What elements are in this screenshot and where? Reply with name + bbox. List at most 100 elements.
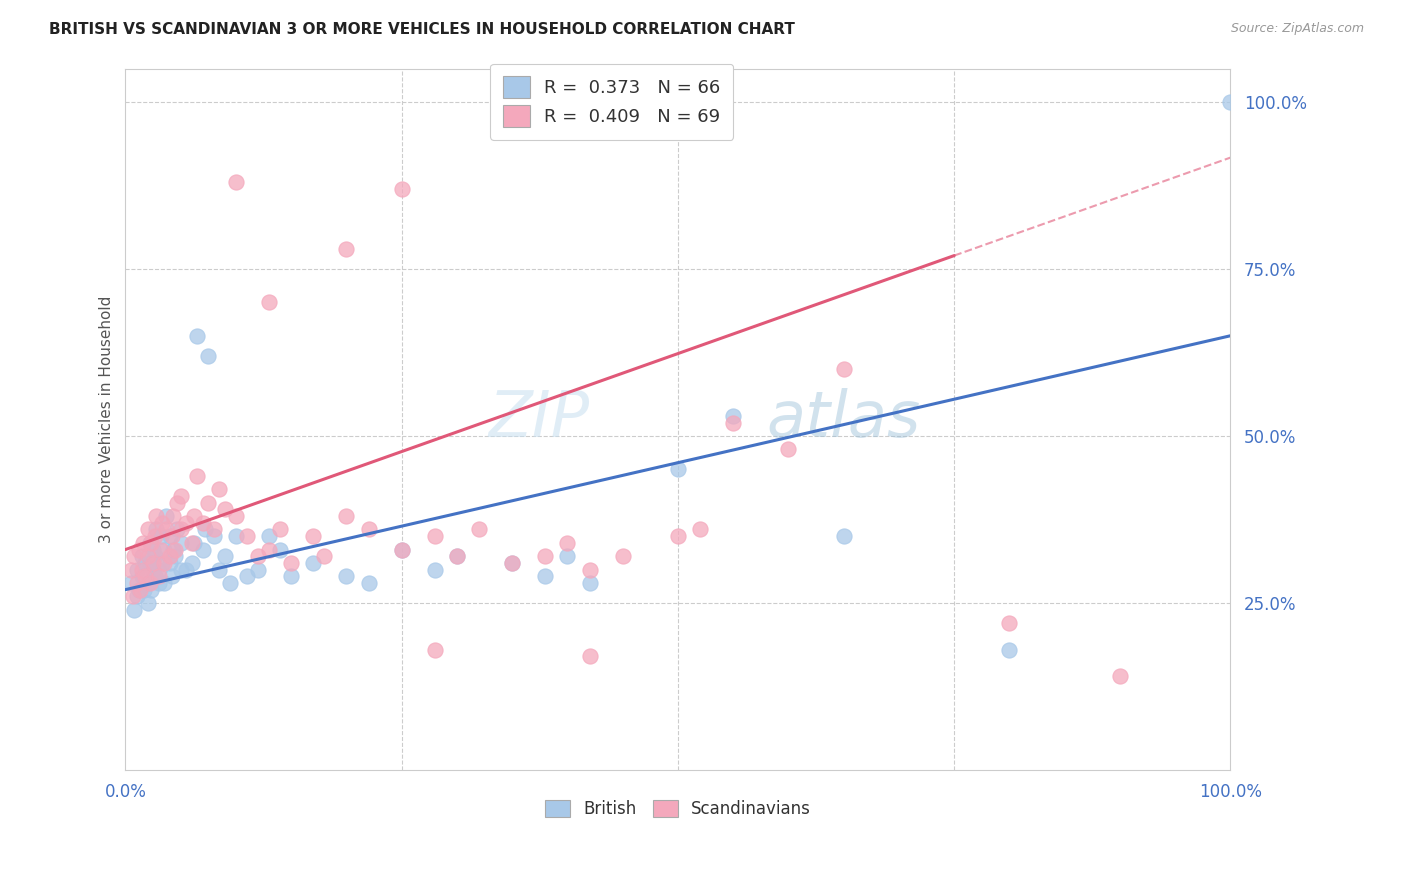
Point <box>269 523 291 537</box>
Point <box>194 523 217 537</box>
Text: ZIP: ZIP <box>488 388 589 450</box>
Point <box>160 569 183 583</box>
Point <box>122 589 145 603</box>
Point <box>1109 669 1132 683</box>
Point <box>142 542 165 557</box>
Point <box>446 549 468 564</box>
Point <box>150 516 173 530</box>
Point <box>357 523 380 537</box>
Point <box>225 175 247 189</box>
Point <box>423 529 446 543</box>
Point <box>120 576 142 591</box>
Point <box>148 569 170 583</box>
Point <box>391 542 413 557</box>
Point <box>247 549 270 564</box>
Point <box>136 523 159 537</box>
Point <box>612 549 634 564</box>
Point <box>139 556 162 570</box>
Legend: British, Scandinavians: British, Scandinavians <box>538 793 818 825</box>
Point <box>125 563 148 577</box>
Point <box>280 556 302 570</box>
Point <box>832 362 855 376</box>
Point <box>208 483 231 497</box>
Point <box>578 576 600 591</box>
Point <box>357 576 380 591</box>
Point <box>159 529 181 543</box>
Point <box>446 549 468 564</box>
Point <box>170 489 193 503</box>
Point <box>134 556 156 570</box>
Point <box>1219 95 1241 109</box>
Point <box>124 549 146 564</box>
Y-axis label: 3 or more Vehicles in Household: 3 or more Vehicles in Household <box>100 295 114 543</box>
Point <box>236 529 259 543</box>
Point <box>197 496 219 510</box>
Point <box>174 563 197 577</box>
Point <box>134 569 156 583</box>
Point <box>578 563 600 577</box>
Point <box>125 589 148 603</box>
Point <box>280 569 302 583</box>
Point <box>721 409 744 423</box>
Point <box>191 516 214 530</box>
Point <box>149 529 172 543</box>
Point <box>557 536 579 550</box>
Point <box>142 556 165 570</box>
Point <box>148 576 170 591</box>
Point <box>125 576 148 591</box>
Point <box>142 563 165 577</box>
Point <box>236 569 259 583</box>
Point <box>225 529 247 543</box>
Point <box>165 542 187 557</box>
Text: Source: ZipAtlas.com: Source: ZipAtlas.com <box>1230 22 1364 36</box>
Point <box>150 556 173 570</box>
Point <box>170 563 193 577</box>
Point <box>139 582 162 597</box>
Point <box>132 536 155 550</box>
Point <box>136 576 159 591</box>
Point <box>160 529 183 543</box>
Point <box>136 549 159 564</box>
Point <box>170 536 193 550</box>
Point <box>131 549 153 564</box>
Point <box>186 328 208 343</box>
Point <box>998 615 1021 630</box>
Point <box>159 549 181 564</box>
Point <box>134 582 156 597</box>
Point <box>534 569 557 583</box>
Point <box>391 542 413 557</box>
Point <box>335 509 357 524</box>
Point <box>778 442 800 457</box>
Point <box>247 563 270 577</box>
Point <box>155 509 177 524</box>
Point <box>153 542 176 557</box>
Point <box>689 523 711 537</box>
Point <box>423 563 446 577</box>
Point <box>128 582 150 597</box>
Point <box>166 523 188 537</box>
Point <box>143 529 166 543</box>
Point <box>225 509 247 524</box>
Point <box>468 523 491 537</box>
Point <box>197 349 219 363</box>
Point <box>335 569 357 583</box>
Point <box>183 509 205 524</box>
Point <box>208 563 231 577</box>
Text: atlas: atlas <box>766 388 921 450</box>
Point <box>186 469 208 483</box>
Point <box>214 502 236 516</box>
Point <box>148 563 170 577</box>
Point <box>131 569 153 583</box>
Point <box>183 536 205 550</box>
Point <box>501 556 523 570</box>
Point <box>191 542 214 557</box>
Point <box>165 549 187 564</box>
Point <box>162 509 184 524</box>
Point <box>214 549 236 564</box>
Point <box>335 242 357 256</box>
Point <box>145 523 167 537</box>
Point <box>170 523 193 537</box>
Point <box>162 542 184 557</box>
Point <box>219 576 242 591</box>
Point <box>202 523 225 537</box>
